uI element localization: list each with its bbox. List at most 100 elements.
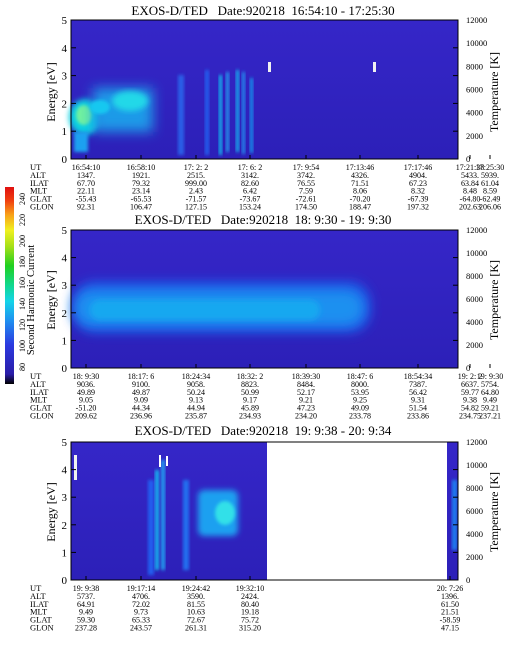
orbit-cell: 5939. xyxy=(481,171,499,180)
orbit-cell: 47.15 xyxy=(441,624,459,633)
panel-2-y2label: Temperature [K] xyxy=(487,260,501,340)
orbit-cell: 4706. xyxy=(132,592,150,601)
panel-3-ylabel: Energy [eV] xyxy=(44,482,58,541)
orbit-cell: -64.80 xyxy=(460,195,481,204)
orbit-cell: -71.57 xyxy=(186,195,207,204)
y2-tick-label: 8000 xyxy=(466,61,483,71)
orbit-cell: 3742. xyxy=(297,171,315,180)
orbit-cell: 197.32 xyxy=(407,203,429,212)
orbit-cell: 9100. xyxy=(132,380,150,389)
orbit-cell: 76.55 xyxy=(297,179,315,188)
y-tick-label: 2 xyxy=(62,520,68,532)
orbit-cell: -51.20 xyxy=(76,404,97,413)
orbit-cell: 5433. xyxy=(461,171,479,180)
orbit-cell: 53.95 xyxy=(351,388,369,397)
orbit-cell: 9.49 xyxy=(483,396,497,405)
orbit-cell: 21.51 xyxy=(441,608,459,617)
orbit-cell: 315.20 xyxy=(239,624,261,633)
orbit-cell: 243.57 xyxy=(130,624,152,633)
orbit-cell: 6.42 xyxy=(243,187,257,196)
orbit-cell: 9.38 xyxy=(463,396,477,405)
panel-1: EXOS-D/TED Date:920218 16:54:10 - 17:25:… xyxy=(30,3,504,212)
orbit-cell: 6637. xyxy=(461,380,479,389)
orbit-cell: 9.05 xyxy=(79,396,93,405)
y-tick-label: 0 xyxy=(62,575,68,587)
panel-3-axes xyxy=(70,441,459,581)
orbit-cell: 20: 7:26 xyxy=(437,584,463,593)
orbit-cell: 18:17: 6 xyxy=(128,372,154,381)
orbit-cell: 49.87 xyxy=(132,388,150,397)
orbit-cell: 3590. xyxy=(187,592,205,601)
orbit-cell: 72.67 xyxy=(187,616,205,625)
orbit-cell: 81.55 xyxy=(187,600,205,609)
panel-2-y2-ticks: 0 2000 4000 6000 8000 10000 12000 xyxy=(466,225,487,373)
orbit-row-label: GLAT xyxy=(30,615,53,625)
y2-tick-label: 6000 xyxy=(466,85,483,95)
colorbar-tick-label: 220 xyxy=(18,214,27,226)
orbit-cell: 47.23 xyxy=(297,404,315,413)
orbit-cell: -65.53 xyxy=(131,195,152,204)
y2-tick-label: 6000 xyxy=(466,506,483,516)
orbit-cell: -70.20 xyxy=(350,195,371,204)
orbit-cell: 64.91 xyxy=(77,600,95,609)
orbit-cell: -67.39 xyxy=(408,195,429,204)
orbit-cell: 4904. xyxy=(409,171,427,180)
orbit-cell: 1921. xyxy=(132,171,150,180)
orbit-cell: 5754. xyxy=(481,380,499,389)
y2-tick-label: 0 xyxy=(466,575,470,585)
orbit-cell: 59.21 xyxy=(481,404,499,413)
orbit-cell: 63.84 xyxy=(461,179,479,188)
orbit-cell: 59.30 xyxy=(77,616,95,625)
colorbar-tick-label: 200 xyxy=(18,235,27,247)
panel-1-ylabel: Energy [eV] xyxy=(44,62,58,121)
y2-tick-label: 8000 xyxy=(466,483,483,493)
orbit-cell: 8484. xyxy=(297,380,315,389)
orbit-cell: 9.25 xyxy=(353,396,367,405)
orbit-cell: 19:17:14 xyxy=(127,584,155,593)
orbit-cell: 17:17:46 xyxy=(404,163,432,172)
orbit-cell: 7.59 xyxy=(299,187,313,196)
y-tick-label: 2 xyxy=(62,98,68,110)
orbit-cell: 18:47: 6 xyxy=(347,372,373,381)
colorbar-ticks: 240 220 200 180 160 140 120 100 80 xyxy=(18,193,27,371)
panel-1-axes xyxy=(70,19,459,160)
orbit-cell: 22.11 xyxy=(77,187,95,196)
orbit-cell: -55.43 xyxy=(76,195,97,204)
orbit-cell: 19:24:42 xyxy=(182,584,210,593)
orbit-cell: 17:25:30 xyxy=(476,163,504,172)
orbit-cell: 17:21:38 xyxy=(456,163,484,172)
panel-3-y2-ticks: 0 2000 4000 6000 8000 10000 12000 xyxy=(466,437,487,585)
orbit-cell: 56.42 xyxy=(409,388,427,397)
orbit-row-label: ILAT xyxy=(30,178,49,188)
y-tick-label: 4 xyxy=(62,465,68,477)
orbit-cell: 8.59 xyxy=(483,187,497,196)
orbit-cell: 8823. xyxy=(241,380,259,389)
colorbar-tick-label: 140 xyxy=(18,298,27,310)
colorbar-tick-label: 160 xyxy=(18,277,27,289)
orbit-cell: 9036. xyxy=(77,380,95,389)
orbit-cell: 44.34 xyxy=(132,404,150,413)
orbit-cell: 234.93 xyxy=(239,412,261,421)
y2-tick-label: 10000 xyxy=(466,248,487,258)
y2-tick-label: 4000 xyxy=(466,529,483,539)
orbit-cell: 17:13:46 xyxy=(346,163,374,172)
orbit-cell: 127.15 xyxy=(185,203,207,212)
orbit-cell: 82.60 xyxy=(241,179,259,188)
orbit-cell: 8.48 xyxy=(463,187,477,196)
orbit-cell: 50.24 xyxy=(187,388,205,397)
orbit-row-label: MLT xyxy=(30,186,48,196)
orbit-cell: 67.23 xyxy=(409,179,427,188)
panel-3-title: EXOS-D/TED Date:920218 19: 9:38 - 20: 9:… xyxy=(135,423,392,438)
orbit-row-label: GLAT xyxy=(30,194,53,204)
orbit-row-label: MLT xyxy=(30,395,48,405)
orbit-cell: 9.09 xyxy=(134,396,148,405)
y-tick-label: 3 xyxy=(62,492,68,504)
y2-tick-label: 4000 xyxy=(466,317,483,327)
orbit-cell: 71.51 xyxy=(351,179,369,188)
y-tick-label: 3 xyxy=(62,280,68,292)
panel-2-plot-area xyxy=(71,230,458,368)
y-tick-label: 0 xyxy=(62,154,68,166)
orbit-cell: 19: 9:30 xyxy=(477,372,503,381)
orbit-cell: 4326. xyxy=(351,171,369,180)
orbit-cell: 5737. xyxy=(77,592,95,601)
